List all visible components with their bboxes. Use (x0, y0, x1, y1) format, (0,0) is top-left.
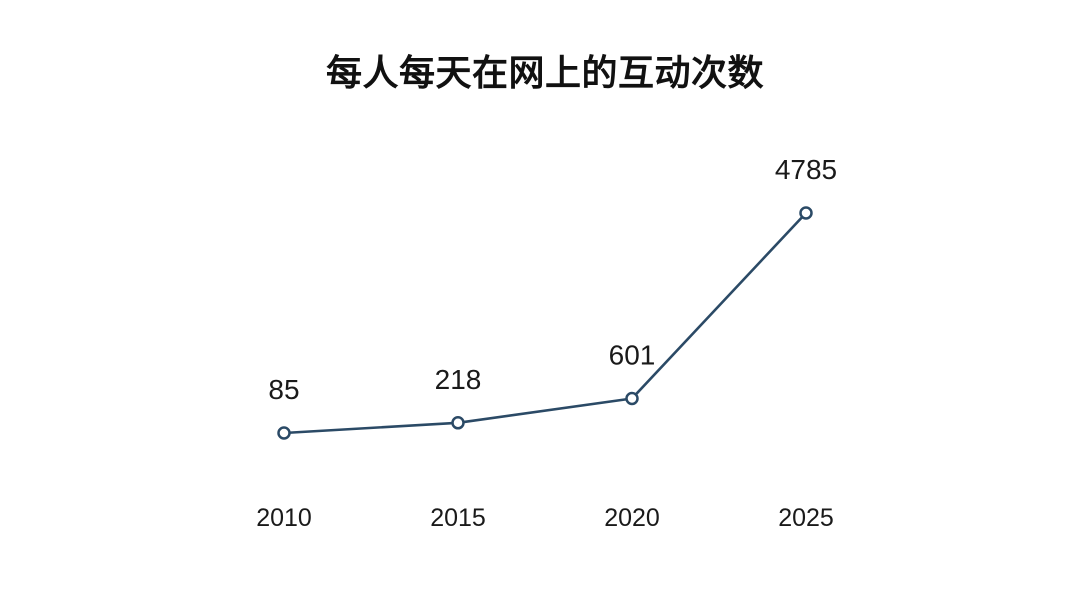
data-point-marker (277, 426, 291, 440)
data-point-label: 601 (609, 340, 656, 371)
x-axis-label: 2020 (604, 504, 660, 532)
data-point-label: 218 (435, 364, 482, 395)
x-axis-label: 2025 (778, 504, 834, 532)
chart-title: 每人每天在网上的互动次数 (325, 52, 764, 93)
data-point-marker (625, 391, 639, 406)
x-axis-label: 2010 (256, 504, 312, 532)
x-axis-label: 2015 (430, 504, 486, 532)
series-line (282, 211, 808, 435)
data-point-marker (799, 206, 813, 220)
data-point-marker (451, 416, 465, 430)
data-point-label: 85 (268, 374, 299, 405)
data-point-label: 4785 (775, 154, 837, 185)
